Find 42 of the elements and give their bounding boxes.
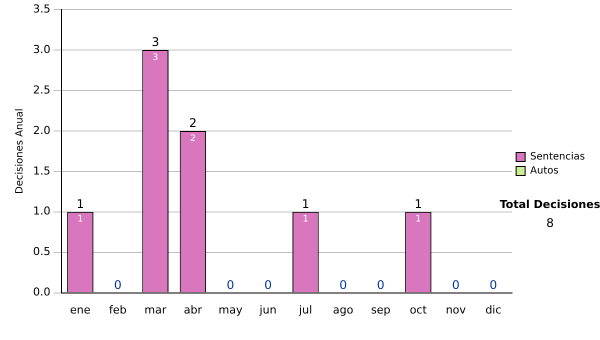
total-label: 1 bbox=[414, 197, 422, 212]
x-tick-label: sep bbox=[370, 303, 390, 316]
data-label: 1 bbox=[77, 214, 84, 225]
y-tick-label: 1.5 bbox=[32, 164, 50, 178]
x-tick-label: dic bbox=[485, 303, 502, 316]
data-label: 2 bbox=[190, 134, 196, 144]
total-label: 1 bbox=[302, 197, 310, 212]
y-tick-label: 3.5 bbox=[32, 2, 50, 16]
total-label: 0 bbox=[226, 278, 234, 292]
y-tick-label: 2.0 bbox=[32, 124, 50, 137]
y-tick-label: 0.0 bbox=[32, 286, 50, 299]
y-tick-label: 1.0 bbox=[32, 204, 50, 218]
total-label: 0 bbox=[339, 278, 347, 292]
data-label: 3 bbox=[152, 52, 158, 63]
total-label: 0 bbox=[114, 278, 122, 292]
total-label: 0 bbox=[490, 278, 498, 292]
x-tick-label: may bbox=[218, 303, 243, 316]
x-tick-label: ene bbox=[70, 303, 91, 316]
legend-label: Autos bbox=[530, 166, 559, 177]
y-tick-label: 3.0 bbox=[32, 42, 50, 56]
x-tick-label: oct bbox=[410, 303, 428, 316]
x-tick-label: abr bbox=[184, 303, 203, 316]
total-label: 0 bbox=[376, 278, 385, 292]
x-tick-label: feb bbox=[109, 303, 127, 316]
x-tick-label: nov bbox=[446, 303, 466, 316]
y-tick-label: 2.5 bbox=[32, 83, 50, 96]
total-label: 2 bbox=[189, 116, 197, 130]
x-tick-label: ago bbox=[332, 303, 354, 316]
text: 8 bbox=[546, 216, 554, 230]
data-label: 1 bbox=[415, 214, 422, 225]
annotation: Total Decisiones bbox=[500, 198, 600, 211]
y-tick-label: 0.5 bbox=[32, 245, 50, 258]
y-axis-title: Decisiones Anual bbox=[14, 108, 26, 194]
total-label: 0 bbox=[264, 278, 272, 292]
data-label: 1 bbox=[302, 214, 308, 225]
legend-label: Sentencias bbox=[530, 152, 586, 163]
total-label: 0 bbox=[452, 278, 460, 292]
x-tick-label: mar bbox=[144, 303, 167, 316]
x-tick-label: jun bbox=[258, 303, 277, 316]
total-label: 3 bbox=[152, 35, 160, 50]
total-label: 1 bbox=[76, 197, 84, 212]
x-tick-label: jul bbox=[298, 303, 312, 316]
